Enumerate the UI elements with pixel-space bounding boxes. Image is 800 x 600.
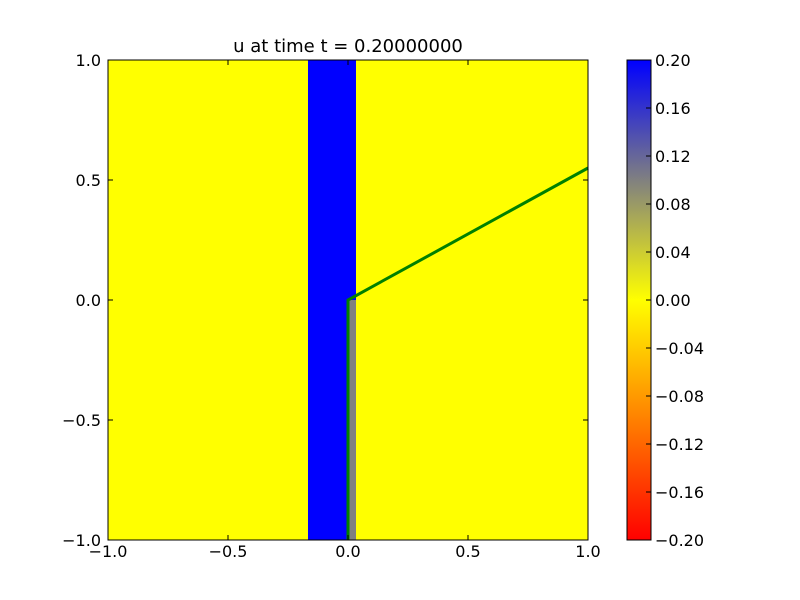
x-axis: −1.0 −0.5 0.0 0.5 1.0 [89, 60, 601, 561]
x-tick-label: 0.0 [335, 542, 360, 561]
colorbar-tick-label: −0.04 [655, 339, 704, 358]
y-tick-label: 0.5 [76, 171, 101, 190]
colorbar-tick-label: 0.00 [655, 291, 691, 310]
x-tick-label: −1.0 [89, 542, 128, 561]
colorbar-tick-label: 0.12 [655, 147, 691, 166]
y-tick-label: −1.0 [62, 531, 101, 550]
y-tick-label: 0.0 [76, 291, 101, 310]
colorbar-tick-label: −0.20 [655, 531, 704, 550]
y-tick-label: −0.5 [62, 411, 101, 430]
colorbar-tick-label: 0.16 [655, 99, 691, 118]
plot-area [107, 59, 589, 541]
chart-title: u at time t = 0.20000000 [233, 36, 463, 57]
wave-curve [346, 166, 589, 540]
colorbar-tick-label: 0.20 [655, 51, 691, 70]
colorbar-ticks: 0.20 0.16 0.12 0.08 0.04 0.00 −0.04 −0.08 −0.12 −… [646, 51, 704, 550]
y-axis: −1.0 −0.5 0.0 0.5 1.0 [62, 51, 588, 550]
colorbar-tick-label: −0.08 [655, 387, 704, 406]
y-tick-label: 1.0 [76, 51, 101, 70]
colorbar-tick-label: 0.04 [655, 243, 691, 262]
x-tick-label: 1.0 [575, 542, 600, 561]
heatmap-cell-0 [307, 60, 348, 540]
colorbar-tick-label: 0.08 [655, 195, 691, 214]
colorbar-tick-label: −0.16 [655, 483, 704, 502]
x-tick-label: −0.5 [209, 542, 248, 561]
heatmap-cell-2 [348, 300, 356, 540]
x-tick-label: 0.5 [455, 542, 480, 561]
colorbar-tick-label: −0.12 [655, 435, 704, 454]
heatmap-regions [307, 60, 356, 540]
colorbar: 0.20 0.16 0.12 0.08 0.04 0.00 −0.04 −0.08 −0.12 −… [626, 51, 704, 550]
